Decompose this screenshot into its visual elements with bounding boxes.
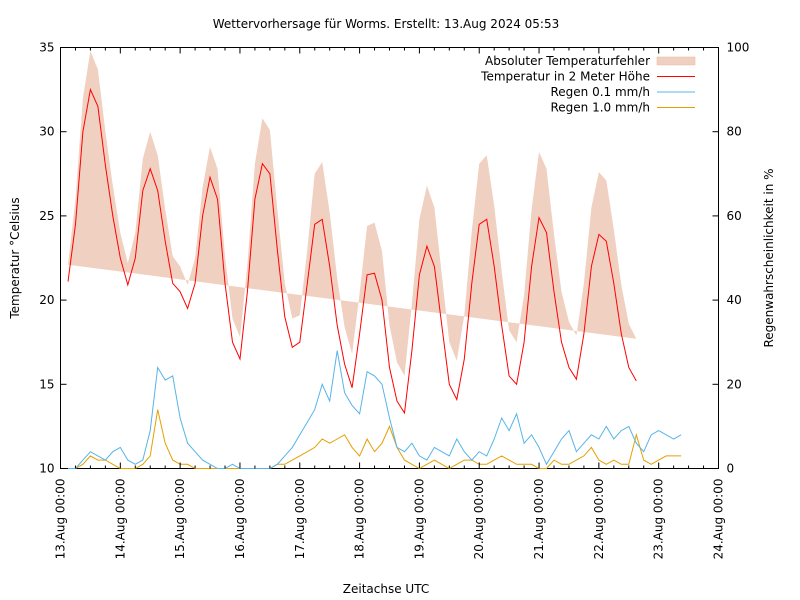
legend-swatch-band <box>656 56 696 66</box>
x-tick-label: 24.Aug 00:00 <box>712 479 726 560</box>
y2-tick-label: 20 <box>727 377 742 391</box>
x-tick-label: 13.Aug 00:00 <box>54 479 68 560</box>
y-tick-label: 20 <box>39 293 54 307</box>
y-tick-label: 35 <box>39 41 54 55</box>
y2-tick-label: 0 <box>727 462 735 476</box>
x-tick-label: 21.Aug 00:00 <box>532 479 546 560</box>
legend-label: Regen 1.0 mm/h <box>550 101 650 115</box>
temperature-error-band <box>68 50 637 376</box>
rain-0.1mm-line <box>68 350 682 469</box>
x-tick-label: 16.Aug 00:00 <box>233 479 247 560</box>
y2-tick-label: 40 <box>727 293 742 307</box>
y-tick-label: 25 <box>39 209 54 223</box>
x-tick-label: 14.Aug 00:00 <box>113 479 127 560</box>
y2-tick-labels: 0 20 40 60 80 100 <box>727 41 750 476</box>
x-tick-label: 23.Aug 00:00 <box>652 479 666 560</box>
legend-label: Absoluter Temperaturfehler <box>485 54 650 68</box>
y-axis-label: Temperatur °Celsius <box>8 197 22 319</box>
y2-axis-label: Regenwahrscheinlichkeit in % <box>762 168 776 347</box>
chart-title: Wettervorhersage für Worms. Erstellt: 13… <box>213 17 560 31</box>
y-tick-labels: 10 15 20 25 30 35 <box>39 41 54 476</box>
y-tick-label: 15 <box>39 377 54 391</box>
y2-tick-label: 60 <box>727 209 742 223</box>
temperature-error-band-layer <box>68 50 637 376</box>
y-tick-label: 10 <box>39 462 54 476</box>
x-tick-label: 15.Aug 00:00 <box>173 479 187 560</box>
x-tick-label: 22.Aug 00:00 <box>592 479 606 560</box>
x-tick-label: 18.Aug 00:00 <box>353 479 367 560</box>
rain-1mm-line <box>68 409 682 470</box>
x-axis-label: Zeitachse UTC <box>343 582 429 596</box>
y2-tick-label: 80 <box>727 125 742 139</box>
series-lines-layer <box>67 87 682 470</box>
y2-tick-label: 100 <box>727 41 750 55</box>
legend-label: Regen 0.1 mm/h <box>550 85 650 99</box>
x-tick-label: 20.Aug 00:00 <box>472 479 486 560</box>
ticks-layer <box>60 47 719 469</box>
legend: Absoluter Temperaturfehler Temperatur in … <box>480 54 696 115</box>
legend-label: Temperatur in 2 Meter Höhe <box>480 70 650 84</box>
y-tick-label: 30 <box>39 125 54 139</box>
x-tick-label: 19.Aug 00:00 <box>412 479 426 560</box>
x-tick-labels: 13.Aug 00:00 14.Aug 00:00 15.Aug 00:00 16.A… <box>54 479 726 560</box>
x-tick-label: 17.Aug 00:00 <box>293 479 307 560</box>
temperature-line <box>67 87 637 415</box>
